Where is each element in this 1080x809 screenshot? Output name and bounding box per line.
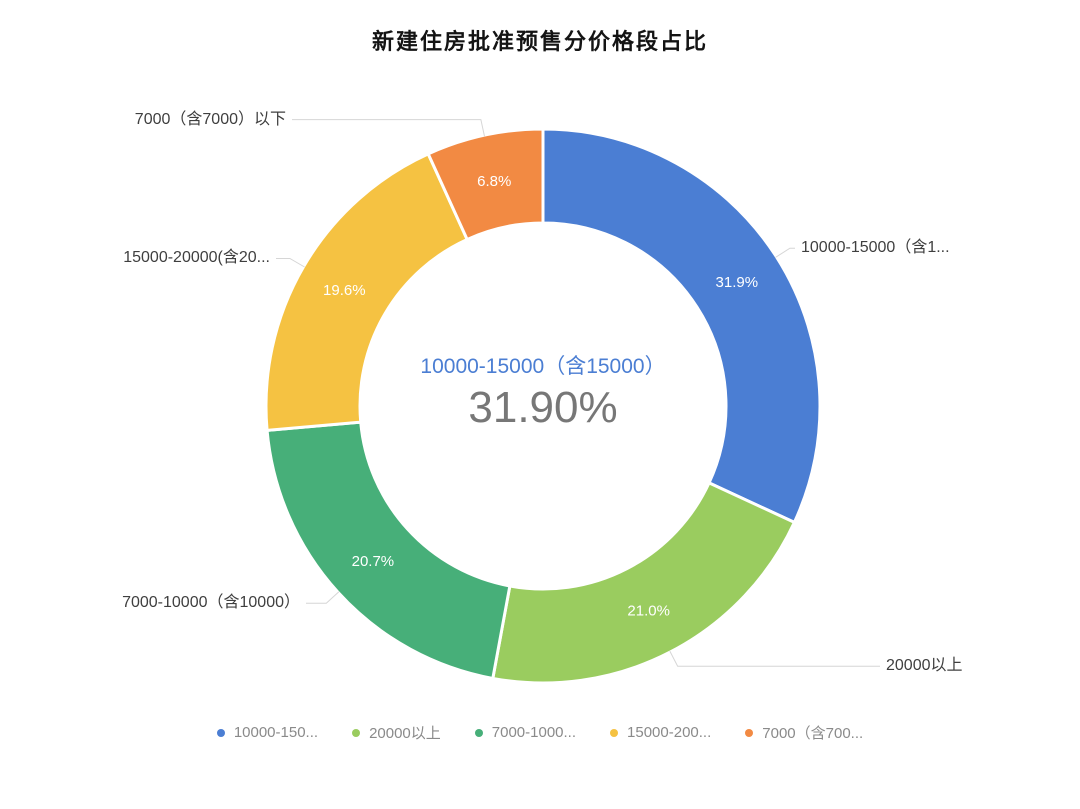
legend-label-7000-10000: 7000-1000... bbox=[491, 724, 577, 741]
label-leader-line-0 bbox=[775, 247, 795, 258]
legend-label-20000-plus: 20000以上 bbox=[369, 725, 441, 742]
pie-slice-3[interactable] bbox=[264, 151, 470, 432]
slice-percent-label-2: 20.7% bbox=[352, 553, 395, 570]
legend-item-below-7000[interactable]: 7000（含700... bbox=[745, 722, 863, 743]
label-leader-line-3 bbox=[276, 257, 305, 268]
label-leader-line-1 bbox=[669, 650, 880, 667]
callout-label-15000-20000: 15000-20000(含20... bbox=[123, 249, 270, 267]
chart-title: 新建住房批准预售分价格段占比 bbox=[371, 29, 708, 54]
legend-item-15000-20000[interactable]: 15000-200... bbox=[610, 724, 711, 741]
pie-slice-2[interactable] bbox=[265, 420, 512, 681]
legend-dot-7000-10000 bbox=[474, 728, 483, 737]
callout-label-7000-10000: 7000-10000（含10000） bbox=[122, 594, 300, 612]
legend-label-10000-15000: 10000-150... bbox=[233, 724, 319, 741]
legend-label-15000-20000: 15000-200... bbox=[627, 724, 712, 741]
legend-dot-20000-plus bbox=[352, 728, 361, 737]
pie-slice-4[interactable] bbox=[426, 127, 545, 242]
callout-label-20000-plus: 20000以上 bbox=[886, 657, 963, 675]
legend-label-below-7000: 7000（含700... bbox=[762, 725, 864, 742]
pie-slice-1[interactable] bbox=[491, 480, 797, 685]
slice-percent-label-1: 21.0% bbox=[627, 602, 670, 619]
legend-item-7000-10000[interactable]: 7000-1000... bbox=[474, 724, 577, 741]
legend-item-10000-15000[interactable]: 10000-150... bbox=[216, 724, 319, 741]
legend-item-20000-plus[interactable]: 20000以上 bbox=[352, 722, 441, 743]
label-leader-line-2 bbox=[306, 591, 340, 604]
callout-label-below-7000: 7000（含7000）以下 bbox=[134, 110, 286, 128]
label-leader-line-4 bbox=[292, 119, 485, 137]
legend-dot-10000-15000 bbox=[216, 728, 225, 737]
pie-slice-0[interactable] bbox=[541, 127, 822, 525]
legend-dot-15000-20000 bbox=[610, 728, 619, 737]
slice-percent-label-0: 31.9% bbox=[716, 274, 759, 291]
slice-percent-label-3: 19.6% bbox=[323, 282, 366, 299]
legend: 10000-150... 20000以上 7000-1000... 15000-… bbox=[0, 722, 1080, 743]
legend-dot-below-7000 bbox=[745, 728, 754, 737]
callout-label-10000-15000: 10000-15000（含1... bbox=[801, 239, 950, 257]
slice-percent-label-4: 6.8% bbox=[477, 173, 511, 190]
